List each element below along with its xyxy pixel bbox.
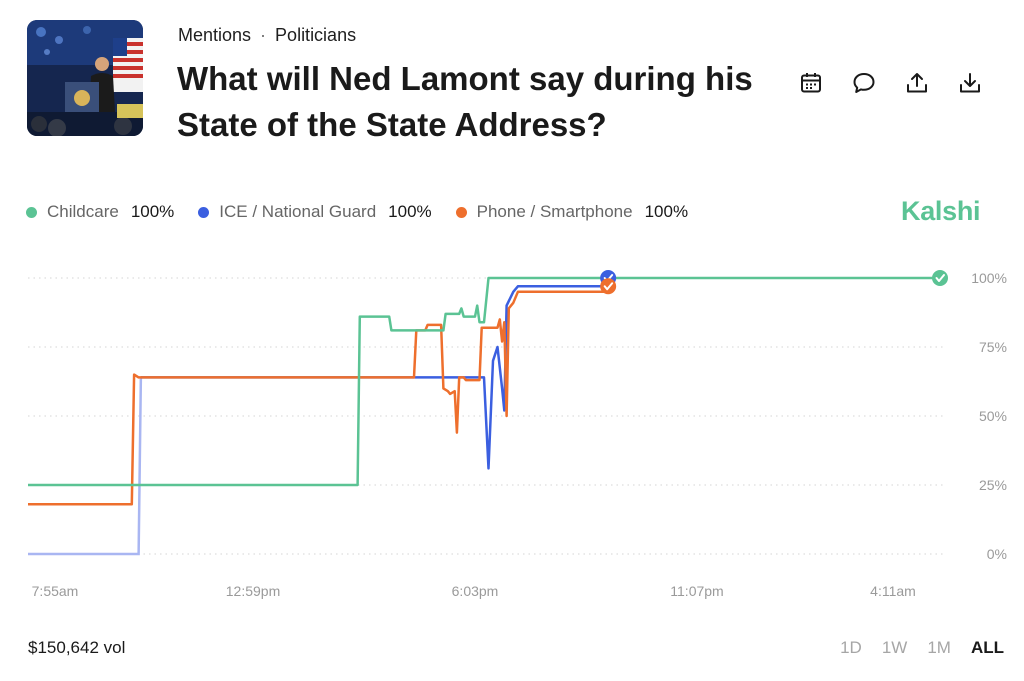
legend-label: Childcare	[47, 202, 119, 221]
check-icon	[935, 274, 945, 282]
y-tick-label: 0%	[987, 546, 1007, 562]
market-title: What will Ned Lamont say during his Stat…	[177, 60, 753, 143]
action-bar	[798, 70, 983, 96]
range-1w[interactable]: 1W	[881, 638, 908, 657]
range-1d[interactable]: 1D	[840, 638, 862, 657]
legend-dot	[455, 206, 467, 218]
y-tick-label: 75%	[979, 339, 1007, 355]
legend-dot	[26, 206, 37, 218]
range-all[interactable]: ALL	[970, 638, 1004, 657]
end-marker	[932, 270, 948, 286]
legend-item-childcare[interactable]: Childcare 100%	[26, 202, 174, 222]
x-tick-label: 12:59pm	[226, 583, 280, 599]
market-thumbnail	[27, 20, 143, 136]
volume-label: $150,642 vol	[28, 638, 126, 657]
kalshi-logo: Kalshi	[901, 196, 981, 226]
end-marker	[600, 278, 617, 295]
x-tick-label: 7:55am	[32, 583, 79, 599]
legend-value: 100%	[130, 202, 175, 221]
price-chart[interactable]: 0% 25% 50% 75% 100% 7:55am 12:59pm 6:03pm 11:07p…	[0, 250, 1024, 610]
legend-value: 100%	[388, 202, 432, 221]
series-line-phone-smartphone	[28, 285, 610, 506]
series-line-ice-national-guard	[140, 277, 610, 470]
breadcrumb-subcategory[interactable]: Politicians	[275, 25, 357, 45]
calendar-icon[interactable]	[798, 70, 824, 96]
chart-legend: Childcare 100% ICE / National Guard 100%…	[26, 202, 712, 222]
comment-icon[interactable]	[851, 70, 877, 96]
range-1m[interactable]: 1M	[927, 638, 951, 657]
share-icon[interactable]	[904, 70, 930, 96]
breadcrumb: Mentions · Politicians	[178, 25, 356, 46]
check-icon	[603, 282, 614, 291]
legend-label: Phone / Smartphone	[476, 202, 633, 221]
time-range-selector: 1D 1W 1M ALL	[840, 638, 1004, 658]
speech-photo	[27, 20, 143, 136]
y-tick-label: 50%	[979, 408, 1007, 424]
legend-dot	[198, 206, 210, 218]
legend-value: 100%	[644, 202, 689, 221]
legend-label: ICE / National Guard	[219, 202, 377, 221]
x-tick-label: 11:07pm	[670, 583, 723, 599]
series-line-childcare	[28, 276, 940, 487]
breadcrumb-separator: ·	[260, 25, 267, 45]
download-icon[interactable]	[957, 70, 983, 96]
legend-item-ice-national-guard[interactable]: ICE / National Guard 100%	[198, 202, 432, 222]
x-tick-label: 4:11am	[870, 583, 916, 599]
breadcrumb-category[interactable]: Mentions	[178, 25, 252, 45]
series-line-ice-faint	[28, 377, 143, 556]
y-tick-label: 100%	[971, 270, 1007, 286]
x-tick-label: 6:03pm	[452, 583, 499, 599]
legend-item-phone-smartphone[interactable]: Phone / Smartphone 100%	[455, 202, 689, 222]
y-tick-label: 25%	[979, 477, 1007, 493]
